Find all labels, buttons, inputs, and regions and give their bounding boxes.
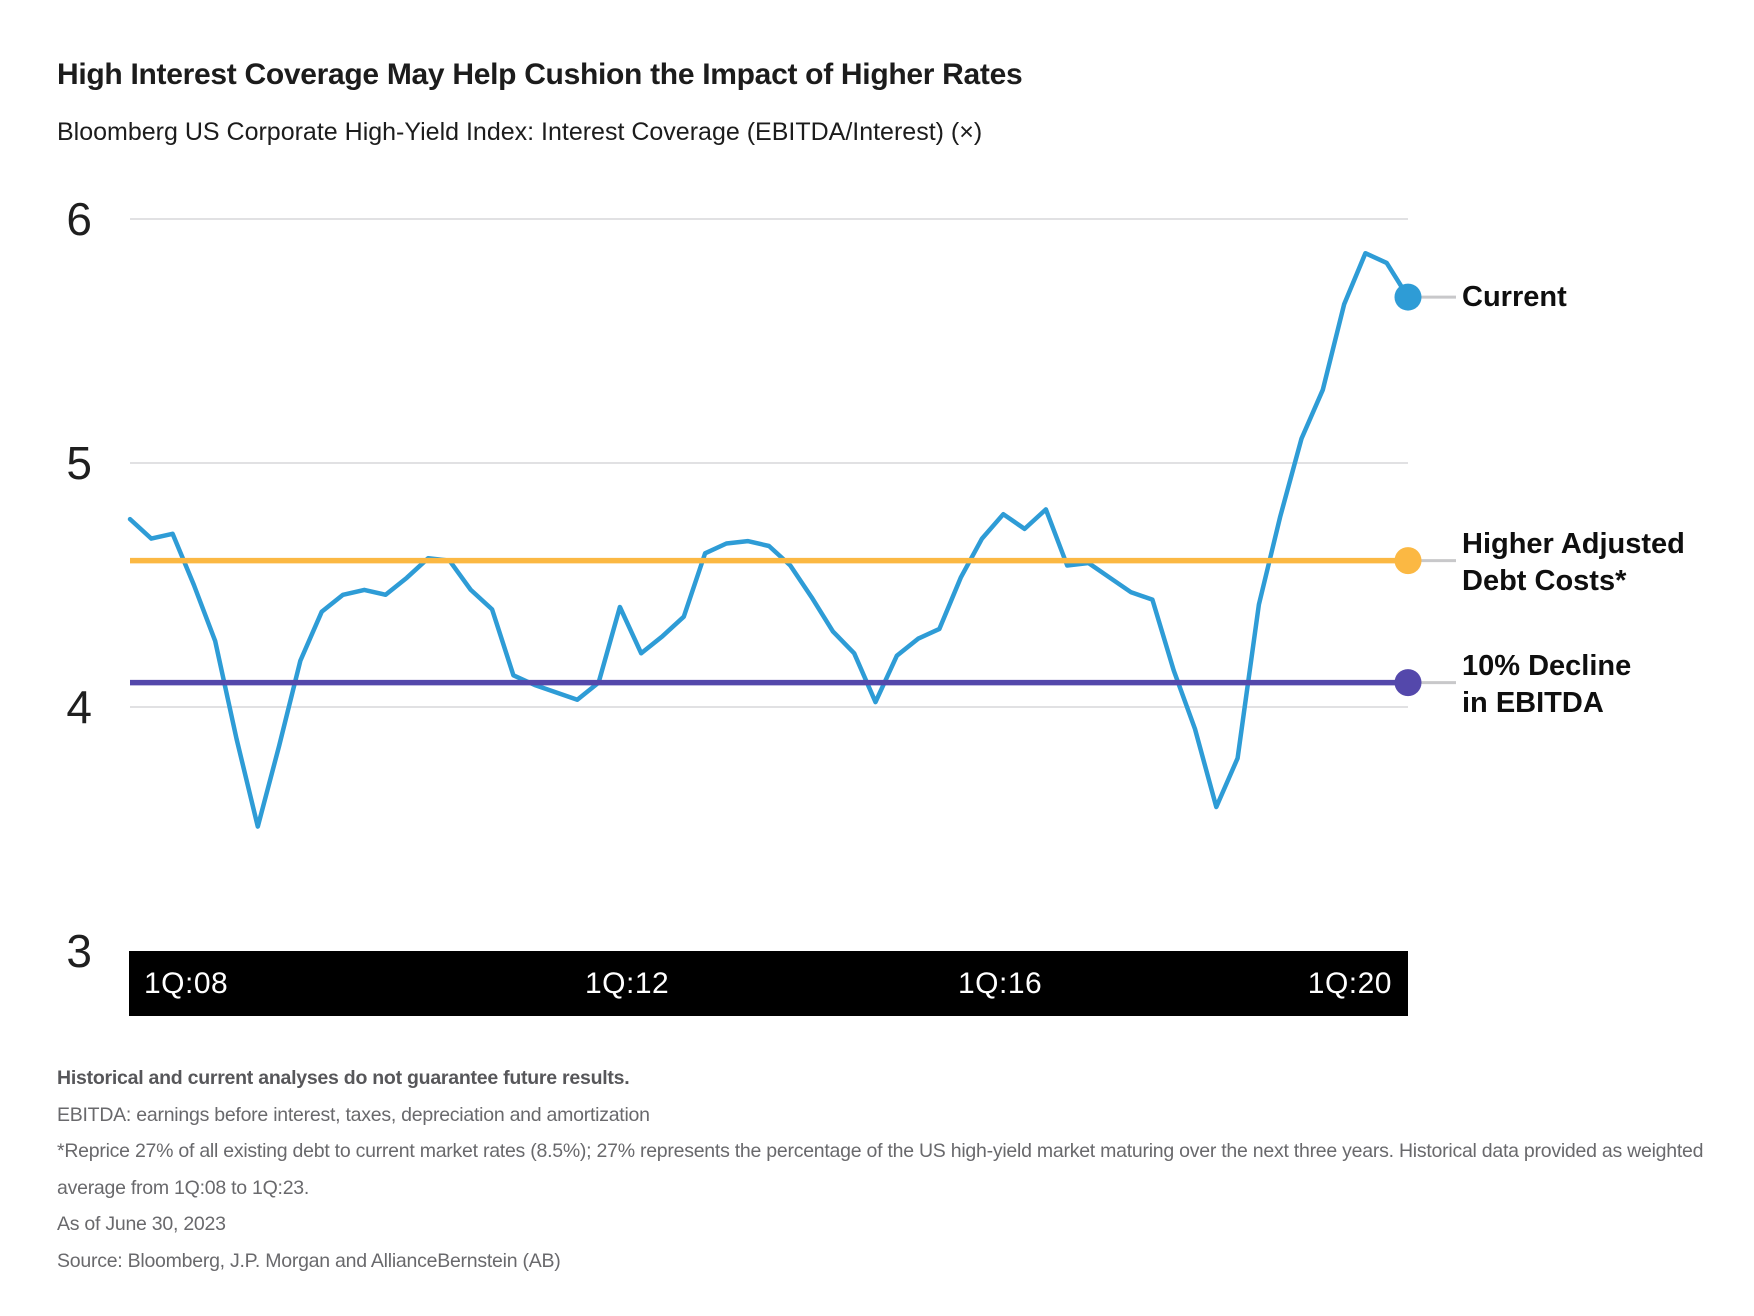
x-axis-label-1q20: 1Q:20 xyxy=(1307,966,1392,1000)
x-axis-label-1q08: 1Q:08 xyxy=(144,966,229,1000)
current-marker-dot xyxy=(1394,283,1422,311)
legend-decline-line1: 10% Decline xyxy=(1462,650,1632,682)
legend-current: Current xyxy=(1462,279,1567,316)
higher-debt-costs-marker-dot xyxy=(1394,547,1422,575)
legend-higher-line2: Debt Costs* xyxy=(1462,565,1627,597)
interest-coverage-line xyxy=(127,250,1411,829)
page-title: High Interest Coverage May Help Cushion … xyxy=(57,58,1023,91)
y-axis-label-5: 5 xyxy=(66,437,92,489)
footnotes: Historical and current analyses do not g… xyxy=(57,1060,1727,1279)
x-axis-bar: 1Q:08 1Q:12 1Q:16 1Q:20 xyxy=(129,951,1408,1016)
footnote-ebitda-definition: EBITDA: earnings before interest, taxes,… xyxy=(57,1103,650,1126)
10pct-decline-marker-dot xyxy=(1394,669,1422,697)
legend-higher-line1: Higher Adjusted xyxy=(1462,528,1685,560)
footnote-as-of-date: As of June 30, 2023 xyxy=(57,1213,226,1235)
legend-current-label: Current xyxy=(1462,281,1567,313)
x-axis-label-1q16: 1Q:16 xyxy=(958,966,1043,1000)
legend-higher-adjusted-debt-costs: Higher Adjusted Debt Costs* xyxy=(1462,526,1685,600)
y-axis-label-4: 4 xyxy=(66,681,92,733)
legend-10pct-decline-ebitda: 10% Decline in EBITDA xyxy=(1462,648,1631,722)
y-axis-label-3: 3 xyxy=(66,925,92,977)
x-axis-label-1q12: 1Q:12 xyxy=(585,966,670,1000)
legend-decline-line2: in EBITDA xyxy=(1462,687,1604,719)
footnote-reprice: *Reprice 27% of all existing debt to cur… xyxy=(57,1140,1704,1199)
footnote-source: Source: Bloomberg, J.P. Morgan and Allia… xyxy=(57,1249,561,1272)
y-axis-label-6: 6 xyxy=(66,193,92,245)
chart-subtitle: Bloomberg US Corporate High-Yield Index:… xyxy=(57,118,983,146)
footnote-disclaimer: Historical and current analyses do not g… xyxy=(57,1067,630,1089)
